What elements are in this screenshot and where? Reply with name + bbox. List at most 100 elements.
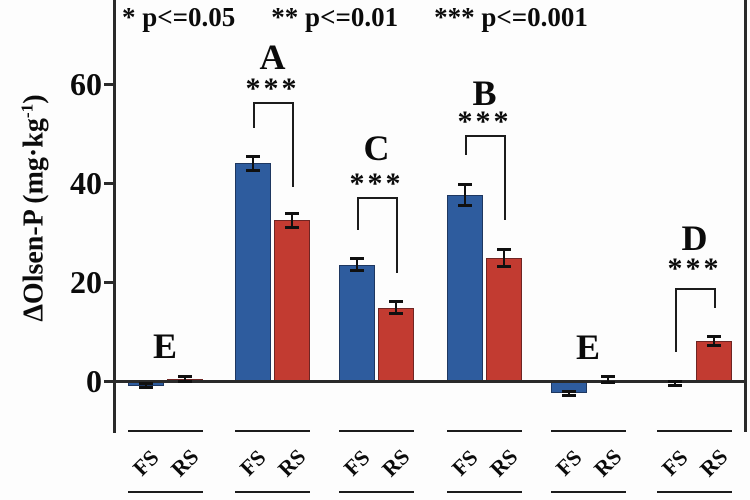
error-bar [291,212,293,228]
x-tick-label-rs: RS [588,443,626,482]
y-axis-tick [104,379,115,383]
error-bar-cap-bottom [177,379,192,383]
x-tick-label-fs: FS [234,444,271,481]
right-border-line [744,0,747,432]
bar-rs [274,220,310,381]
significance-bracket-right [396,197,398,273]
significance-stars: *** [667,252,722,285]
group-rule-top [657,430,732,432]
group-rule-top [550,430,626,432]
error-bar-cap-top [458,183,472,187]
bar-rs [696,341,732,381]
significance-bracket-left [675,288,677,352]
y-axis-tick-label: 20 [70,264,102,300]
group-rule-top [235,430,310,432]
group-letter: B [472,73,497,113]
y-axis-tick [104,280,115,284]
x-tick-label-rs: RS [376,443,415,482]
group-rule-bottom [235,491,310,493]
y-axis-tick [104,181,115,185]
x-tick-label-fs: FS [550,444,587,481]
error-bar-cap-top [138,382,153,386]
error-bar-cap-bottom [246,168,260,172]
error-bar-cap-top [600,374,615,378]
group-letter: C [363,128,390,168]
bar-fs [235,163,271,381]
x-tick-label-rs: RS [165,443,203,482]
significance-bracket-right [292,102,294,187]
error-bar-cap-top [177,375,192,379]
group-rule-top [339,430,414,432]
error-bar [567,390,570,396]
group-letter: E [152,326,178,366]
group-letter: A [259,37,286,77]
error-bar [144,383,147,389]
error-bar-cap-bottom [668,383,682,387]
error-bar-cap-top [707,335,721,339]
x-tick-label-fs: FS [338,444,375,481]
error-bar-cap-bottom [285,225,299,229]
bar-rs [486,258,522,381]
significance-bracket-top [253,102,294,104]
x-tick-label-rs: RS [694,443,733,482]
group-rule-bottom [127,491,203,493]
x-tick-label-fs: FS [446,444,483,481]
error-bar [606,375,609,384]
error-bar-cap-bottom [600,381,615,385]
legend-item-p0001: *** p<=0.001 [434,2,588,32]
y-axis-tick-label: 60 [70,66,102,102]
significance-bracket-top [357,197,398,199]
significance-bracket-right [714,288,716,308]
error-bar [503,249,505,268]
bar-rs [378,307,414,381]
legend-item-p001: ** p<=0.01 [271,2,399,32]
y-axis-line [113,0,116,433]
error-bar-cap-top [285,211,299,215]
error-bar-cap-top [561,389,576,393]
error-bar-cap-bottom [458,204,472,208]
significance-stars: *** [457,105,512,138]
bar-fs [447,195,483,381]
x-tick-label-fs: FS [127,444,164,481]
group-rule-top [127,430,203,432]
x-axis-zero-line [113,380,747,383]
error-bar-cap-top [497,248,511,252]
legend-item-p005: * p<=0.05 [122,2,236,32]
error-bar [674,381,676,386]
x-tick-label-fs: FS [656,444,693,481]
significance-bracket-right [504,135,506,220]
error-bar-cap-bottom [707,344,721,348]
group-rule-bottom [339,491,414,493]
error-bar [395,301,397,315]
x-tick-label-rs: RS [484,443,523,482]
significance-stars: *** [349,167,404,200]
error-bar-cap-top [389,300,403,304]
error-bar-cap-top [668,380,682,383]
significance-stars: *** [245,72,300,105]
error-bar-cap-bottom [561,393,576,397]
group-rule-top [447,430,522,432]
group-rule-bottom [550,491,626,493]
significance-bracket-left [465,135,467,155]
group-rule-bottom [657,491,732,493]
error-bar [356,258,358,272]
error-bar [713,336,715,347]
group-letter: D [681,218,708,258]
significance-bracket-left [357,197,359,230]
bar-fs [339,264,375,381]
group-letter: E [575,327,601,367]
error-bar [464,184,466,207]
error-bar-cap-bottom [350,269,364,273]
significance-legend: * p<=0.05 ** p<=0.01 *** p<=0.001 [122,2,588,33]
error-bar [252,155,254,171]
y-axis-tick-label: 0 [86,363,102,399]
error-bar-cap-top [246,154,260,158]
error-bar-cap-bottom [497,265,511,269]
significance-bracket-left [253,102,255,128]
error-bar-cap-bottom [138,386,153,390]
group-rule-bottom [447,491,522,493]
x-tick-label-rs: RS [272,443,311,482]
error-bar [183,376,186,382]
